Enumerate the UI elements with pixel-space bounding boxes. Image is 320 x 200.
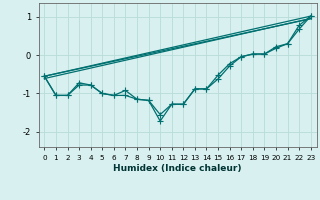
X-axis label: Humidex (Indice chaleur): Humidex (Indice chaleur) — [113, 164, 242, 173]
